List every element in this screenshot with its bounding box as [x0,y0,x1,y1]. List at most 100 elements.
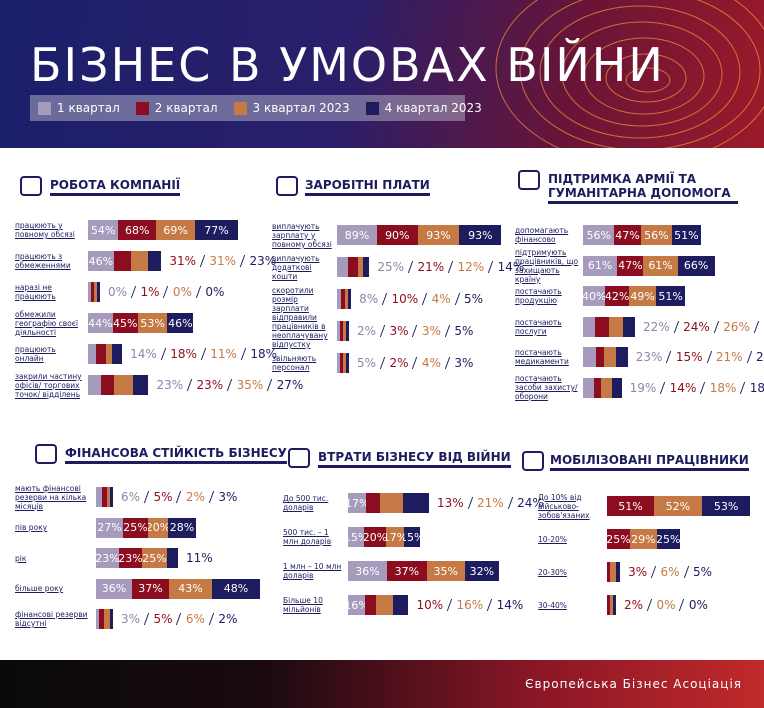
bar-segment: 17% [348,493,367,513]
bar-segment [97,282,100,302]
value-label: 2% [624,598,644,612]
separator [706,351,713,363]
bar-segment: 20% [148,517,168,538]
bar-segment: 51% [607,496,654,516]
value-label: 2% [357,324,377,338]
separator [186,379,193,391]
panel-icon [276,176,298,196]
panel-title: ФІНАНСОВА СТІЙКІСТЬ БІЗНЕСУ [65,446,287,464]
value-label: 26% [723,319,750,334]
legend-item: 4 квартал 2023 [365,101,482,115]
separator [467,497,474,509]
bar-row: 8% 10% 4% 5% [337,289,483,309]
bar-segment: 54% [88,220,119,240]
bar-segment: 51% [656,286,685,306]
bar-segment [403,493,429,513]
bar-segment: 52% [653,496,702,516]
bar-segment [345,289,349,309]
panel-icon [20,176,42,196]
row-label: 20-30% [538,567,567,577]
footer-text: Європейська Бізнес Асоціація [525,677,742,691]
bar-segment: 36% [348,561,387,581]
value-label: 6% [185,612,205,626]
bar-segment: 89% [337,225,378,245]
separator [176,613,183,625]
outside-labels: 19% 14% 18% 18% [630,378,764,398]
bar-segment [583,316,596,337]
bar-segment: 25% [656,529,680,549]
bar-segment [113,251,132,271]
panel-title: ВТРАТИ БІЗНЕСУ ВІД ВІЙНИ [318,450,511,468]
separator [412,357,419,369]
value-label: 19% [629,380,657,395]
bar-segment [88,344,96,364]
separator [381,293,388,305]
outside-labels: 31% 31% 23% [169,251,276,271]
bar-segment: 23% [119,548,142,568]
value-label: 5% [153,490,173,504]
bar-row: 44% 45% 53% 46% [88,313,194,333]
value-label: 14% [130,347,157,361]
separator [176,491,183,503]
bar-row: 89% 90% 93% 93% [337,225,502,245]
bar-row: 3% 5% 6% 2% [96,609,237,629]
separator [239,255,246,267]
value-label: 16% [456,598,484,612]
legend-swatch [365,101,379,115]
row-label: постачають продукцію [515,287,562,305]
row-label: обмежили географію своєї діяльності [15,309,78,337]
bar-segment: 66% [677,255,715,276]
value-label: 4% [421,356,441,370]
bar-segment: 61% [583,255,618,276]
row-label: мають фінансові резерви на кілька місяці… [15,483,87,511]
bar-segment [601,377,612,398]
value-label: 2% [218,612,238,626]
separator [267,379,273,391]
bar-row: 0% 1% 0% 0% [88,282,224,302]
row-label: фінансові резерви відсутні [15,610,88,628]
separator [746,351,753,363]
bar-segment: 77% [194,220,239,240]
legend-swatch [233,101,247,115]
bar-row: 36% 37% 35% 32% [348,561,500,581]
bar-segment [616,347,628,367]
bar-segment [148,251,162,271]
bar-segment: 40% [583,286,606,306]
outside-labels: 13% 21% 24% [437,493,544,513]
legend-item: 1 квартал [38,101,120,115]
bar-segment [357,257,364,277]
separator [683,566,690,578]
bar-row: 22%24%26%21% [583,316,764,337]
bar-segment: 51% [672,225,701,245]
bar-segment: 53% [137,313,168,333]
bar-row: 27%25%20%28% [96,517,196,538]
outside-labels: 2% 3% 3% 5% [357,321,473,341]
outside-labels: 3% 5% 6% 2% [121,609,237,629]
separator [143,613,150,625]
separator [446,599,453,611]
footer-band [0,660,764,708]
row-label: підтримують працівників, що захищають кр… [515,247,579,284]
outside-labels: 25% 21% 12% 14% [377,257,524,277]
bar-segment [102,487,107,507]
bar-row: 23% 23% 25% 11% [96,548,213,568]
row-label: скоротили розмір зарплати [272,285,314,313]
row-label: До 10% від військово-зобов'язаних [538,492,590,520]
bar-segment: 93% [459,225,502,245]
value-label: 21% [755,350,764,364]
panel-title: МОБІЛІЗОВАНІ ПРАЦІВНИКИ [550,453,749,471]
bar-row: 25% 29% 25% [607,529,680,549]
separator [407,261,414,273]
panel-title: ЗАРОБІТНІ ПЛАТИ [305,178,430,196]
bar-segment [88,375,101,395]
separator [163,286,170,298]
bar-segment [94,282,97,302]
bar-row: 2% 0% 0% [607,595,708,615]
value-label: 22% [643,319,670,334]
bar-segment [583,347,596,367]
separator [199,255,206,267]
value-label: 24% [517,496,544,510]
bar-segment [105,344,113,364]
separator [713,320,720,333]
value-label: 14% [669,380,697,395]
